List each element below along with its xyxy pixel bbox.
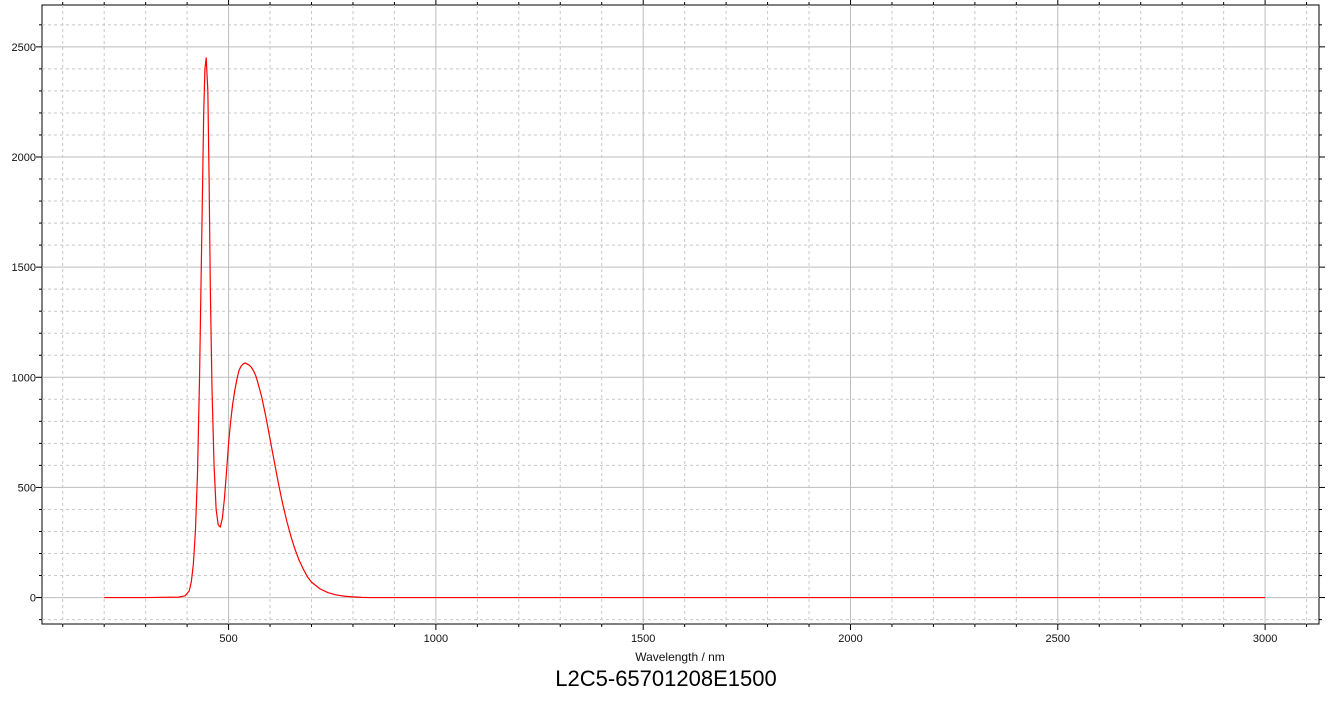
y-axis-tick-labels: 0 500 1000 1500 2000 2500 xyxy=(12,42,36,605)
y-tick-label: 2000 xyxy=(12,152,36,164)
chart-caption: L2C5-65701208E1500 xyxy=(555,666,777,691)
x-tick-label: 2000 xyxy=(838,633,862,645)
axis-ticks xyxy=(36,0,1325,630)
y-tick-label: 1500 xyxy=(12,262,36,274)
minor-gridlines xyxy=(42,5,1319,624)
y-tick-label: 0 xyxy=(30,593,36,605)
x-tick-label: 3000 xyxy=(1253,633,1277,645)
plot-background xyxy=(41,4,1320,625)
x-axis-label: Wavelength / nm xyxy=(635,650,725,664)
y-tick-label: 2500 xyxy=(12,42,36,54)
y-tick-label: 1000 xyxy=(12,372,36,384)
series-group xyxy=(104,57,1266,599)
y-tick-label: 500 xyxy=(18,482,36,494)
x-tick-label: 1000 xyxy=(424,633,448,645)
x-tick-label: 2500 xyxy=(1046,633,1070,645)
series-line xyxy=(104,57,1266,599)
x-tick-label: 500 xyxy=(219,633,237,645)
x-tick-label: 1500 xyxy=(631,633,655,645)
x-axis-tick-labels: 500 1000 1500 2000 2500 3000 xyxy=(219,633,1277,645)
